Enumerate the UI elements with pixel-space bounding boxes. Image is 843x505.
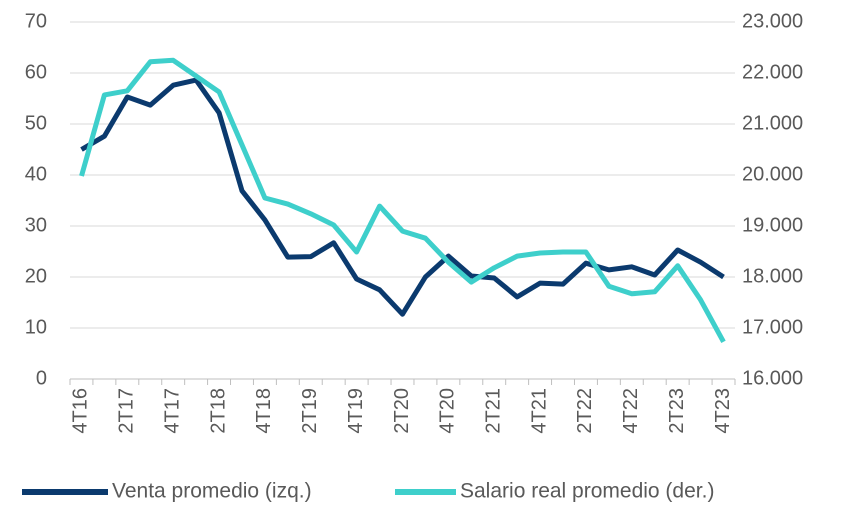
legend-label: Venta promedio (izq.) <box>112 480 312 503</box>
y2-tick-label: 20.000 <box>742 163 803 185</box>
y-tick-label: 70 <box>25 10 47 32</box>
y2-tick-label: 19.000 <box>742 214 803 236</box>
x-tick-label: 2T17 <box>116 388 138 434</box>
y-tick-label: 20 <box>25 265 47 287</box>
x-tick-label: 2T18 <box>207 388 229 434</box>
x-tick-label: 2T22 <box>574 388 596 434</box>
series-line <box>80 77 725 317</box>
y-tick-label: 10 <box>25 316 47 338</box>
y-tick-label: 50 <box>25 112 47 134</box>
y-tick-label: 60 <box>25 61 47 83</box>
x-tick-label: 4T18 <box>253 388 275 434</box>
x-tick-label: 4T22 <box>620 388 642 434</box>
y-tick-label: 0 <box>36 367 47 389</box>
y2-tick-label: 21.000 <box>742 112 803 134</box>
x-tick-label: 4T17 <box>161 388 183 434</box>
x-tick-label: 4T19 <box>345 388 367 434</box>
y2-tick-label: 23.000 <box>742 10 803 32</box>
y2-tick-label: 17.000 <box>742 316 803 338</box>
legend-label: Salario real promedio (der.) <box>460 480 714 503</box>
x-tick-label: 2T20 <box>391 388 413 434</box>
x-tick-label: 2T21 <box>483 388 505 434</box>
x-tick-label: 2T19 <box>299 388 321 434</box>
x-tick-label: 2T23 <box>666 388 688 434</box>
y-tick-label: 40 <box>25 163 47 185</box>
y2-tick-label: 22.000 <box>742 61 803 83</box>
series-line <box>79 57 726 343</box>
y2-tick-label: 16.000 <box>742 367 803 389</box>
y-tick-label: 30 <box>25 214 47 236</box>
y2-tick-label: 18.000 <box>742 265 803 287</box>
x-tick-label: 4T23 <box>712 388 734 434</box>
x-tick-label: 4T21 <box>528 388 550 434</box>
x-tick-label: 4T20 <box>437 388 459 434</box>
x-tick-label: 4T16 <box>70 388 92 434</box>
